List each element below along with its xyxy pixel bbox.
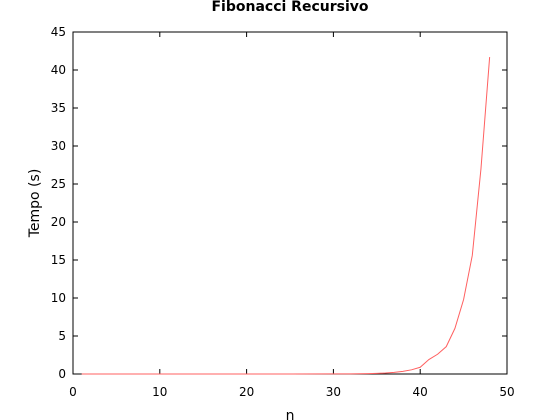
y-tick-label: 40 bbox=[51, 63, 66, 77]
x-tick-label: 50 bbox=[499, 385, 514, 399]
y-tick-label: 25 bbox=[51, 177, 66, 191]
y-tick-label: 45 bbox=[51, 25, 66, 39]
y-tick-label: 20 bbox=[51, 215, 66, 229]
y-tick-label: 10 bbox=[51, 291, 66, 305]
y-tick-label: 5 bbox=[58, 329, 66, 343]
x-tick-label: 20 bbox=[239, 385, 254, 399]
x-tick-label: 10 bbox=[152, 385, 167, 399]
y-tick-label: 0 bbox=[58, 367, 66, 381]
y-axis-label: Tempo (s) bbox=[27, 169, 43, 239]
y-axis: 0 5 10 15 20 25 30 35 40 45 bbox=[51, 25, 507, 381]
chart-title: Fibonacci Recursivo bbox=[211, 0, 368, 15]
x-axis-label: n bbox=[286, 408, 295, 420]
x-axis: 0 10 20 30 40 50 bbox=[69, 32, 515, 399]
series-line bbox=[81, 57, 491, 375]
x-tick-label: 40 bbox=[413, 385, 428, 399]
x-tick-label: 0 bbox=[69, 385, 77, 399]
y-tick-label: 35 bbox=[51, 101, 66, 115]
y-tick-label: 30 bbox=[51, 139, 66, 153]
plot-frame bbox=[72, 31, 508, 375]
series-layer bbox=[81, 57, 491, 375]
y-tick-label: 15 bbox=[51, 253, 66, 267]
x-tick-label: 30 bbox=[326, 385, 341, 399]
